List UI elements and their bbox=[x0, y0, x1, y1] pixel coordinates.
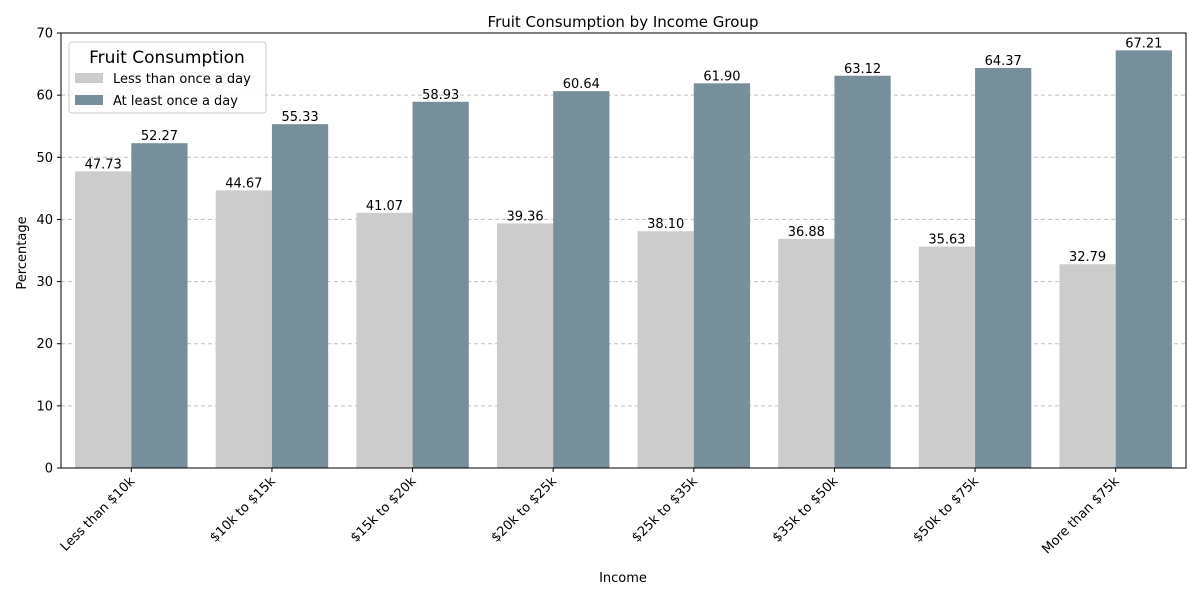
bar-less-than-once bbox=[356, 212, 413, 468]
data-label: 35.63 bbox=[928, 233, 965, 248]
x-tick-label: $20k to $25k bbox=[489, 474, 561, 546]
data-label: 52.27 bbox=[141, 129, 178, 144]
plot-frame bbox=[60, 32, 1187, 469]
data-label: 55.33 bbox=[281, 110, 318, 125]
bar-at-least-once bbox=[412, 101, 469, 468]
data-label: 39.36 bbox=[506, 209, 543, 224]
y-tick-label: 30 bbox=[36, 275, 53, 290]
data-label: 44.67 bbox=[225, 176, 262, 191]
legend-swatch-less-than-once bbox=[75, 73, 103, 83]
x-tick-label: $35k to $50k bbox=[770, 474, 842, 546]
chart-title: Fruit Consumption by Income Group bbox=[488, 13, 759, 31]
data-label: 60.64 bbox=[563, 77, 600, 92]
y-tick-label: 60 bbox=[36, 89, 53, 104]
bar-at-least-once bbox=[1115, 50, 1172, 468]
bar-less-than-once bbox=[778, 238, 835, 468]
bar-at-least-once bbox=[271, 124, 329, 468]
data-label: 47.73 bbox=[85, 157, 122, 172]
legend-label-at-least-once: At least once a day bbox=[113, 94, 238, 109]
y-axis-label: Percentage bbox=[15, 216, 30, 289]
data-label: 41.07 bbox=[366, 199, 403, 214]
bar-less-than-once bbox=[918, 246, 976, 468]
bar-at-least-once bbox=[834, 75, 891, 469]
x-tick-label: More than $75k bbox=[1040, 474, 1123, 557]
x-tick-label: $10k to $15k bbox=[207, 474, 279, 546]
data-label: 61.90 bbox=[703, 69, 740, 84]
bar-less-than-once bbox=[215, 190, 272, 469]
x-tick-label: Less than $10k bbox=[58, 474, 139, 555]
y-tick-label: 10 bbox=[36, 399, 53, 414]
data-label: 32.79 bbox=[1069, 250, 1106, 265]
data-label: 58.93 bbox=[422, 88, 459, 103]
x-tick-label: $50k to $75k bbox=[910, 474, 982, 546]
y-tick-label: 20 bbox=[36, 337, 53, 352]
legend-swatch-at-least-once bbox=[75, 95, 103, 105]
legend-title: Fruit Consumption bbox=[89, 48, 245, 68]
legend-label-less-than-once: Less than once a day bbox=[113, 72, 251, 87]
bar-less-than-once bbox=[75, 171, 132, 468]
data-label: 64.37 bbox=[985, 54, 1022, 69]
bar-at-least-once bbox=[553, 91, 610, 468]
data-label: 36.88 bbox=[788, 225, 825, 240]
data-label: 63.12 bbox=[844, 62, 881, 77]
y-tick-label: 70 bbox=[36, 27, 53, 42]
bar-at-least-once bbox=[975, 67, 1032, 469]
y-tick-label: 0 bbox=[45, 462, 53, 477]
data-labels-layer: 47.73 44.67 41.07 39.36 38.10 36.88 35.63 32.79… bbox=[85, 36, 1163, 265]
x-tick-label: $15k to $20k bbox=[348, 474, 420, 546]
x-axis-label: Income bbox=[599, 571, 647, 586]
x-tick-label: $25k to $35k bbox=[629, 474, 701, 546]
bar-at-least-once bbox=[693, 83, 751, 468]
bar-at-least-once bbox=[131, 143, 188, 468]
bars-layer bbox=[75, 50, 1172, 469]
data-label: 38.10 bbox=[647, 217, 684, 232]
y-tick-label: 50 bbox=[36, 151, 53, 166]
legend: Fruit Consumption Less than once a day A… bbox=[68, 41, 267, 114]
bar-less-than-once bbox=[637, 231, 694, 468]
data-label: 67.21 bbox=[1125, 36, 1162, 51]
legend-frame bbox=[68, 41, 267, 114]
bar-less-than-once bbox=[1059, 264, 1116, 468]
bar-less-than-once bbox=[496, 223, 554, 468]
y-tick-label: 40 bbox=[36, 213, 53, 228]
